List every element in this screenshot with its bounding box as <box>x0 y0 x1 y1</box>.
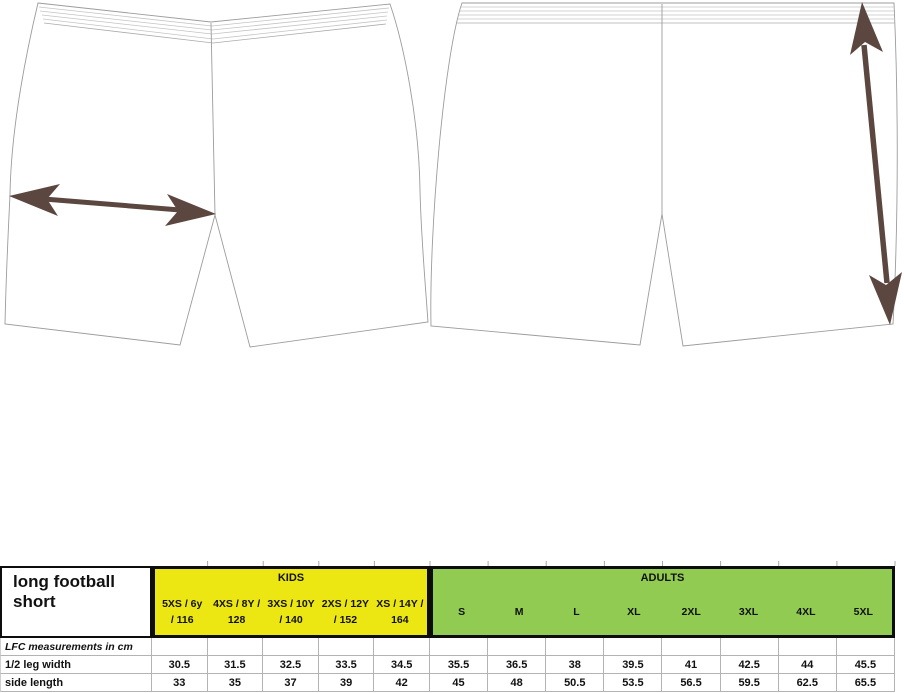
adults-size-header: 2XL <box>681 606 701 619</box>
value-cell: 42.5 <box>720 656 779 674</box>
value-cell: 36.5 <box>488 656 547 674</box>
kids-size-header: XS / 14Y / 164 <box>376 598 424 626</box>
kids-size-header: 3XS / 10Y / 140 <box>267 598 315 626</box>
row-label: LFC measurements in cm <box>0 638 152 656</box>
back-waistband-lines <box>457 6 895 24</box>
value-cell: 42 <box>374 674 430 692</box>
empty-cell <box>207 638 264 656</box>
adults-size-header: M <box>514 606 524 619</box>
empty-cell <box>152 638 208 656</box>
table-row-leg-width: 1/2 leg width 30.5 31.5 32.5 33.5 34.5 3… <box>0 656 895 674</box>
kids-size-header: 4XS / 8Y / 128 <box>213 598 261 626</box>
empty-cell <box>662 638 721 656</box>
adults-size-header: 5XL <box>853 606 873 619</box>
value-cell: 35.5 <box>429 656 489 674</box>
value-cell: 33.5 <box>318 656 375 674</box>
adults-header-band: ADULTS S M L XL 2XL 3XL 4XL 5XL <box>430 566 895 638</box>
value-cell: 38 <box>546 656 605 674</box>
size-table: long football short KIDS 5XS / 6y / 116 … <box>0 566 895 692</box>
value-cell: 44 <box>778 656 837 674</box>
empty-cell <box>429 638 489 656</box>
table-header-row: long football short KIDS 5XS / 6y / 116 … <box>0 566 895 638</box>
kids-band-label: KIDS <box>277 572 305 584</box>
value-cell: 50.5 <box>546 674 605 692</box>
empty-cell <box>263 638 319 656</box>
empty-cell <box>778 638 837 656</box>
row-label: side length <box>0 674 152 692</box>
row-label: 1/2 leg width <box>0 656 152 674</box>
table-title: long football short <box>0 566 152 638</box>
kids-header-band: KIDS 5XS / 6y / 116 4XS / 8Y / 128 3XS /… <box>152 566 430 638</box>
value-cell: 56.5 <box>662 674 721 692</box>
adults-size-headers: S M L XL 2XL 3XL 4XL 5XL <box>433 591 892 635</box>
adults-size-header: S <box>458 606 466 619</box>
value-cell: 32.5 <box>263 656 319 674</box>
empty-cell <box>374 638 430 656</box>
kids-size-headers: 5XS / 6y / 116 4XS / 8Y / 128 3XS / 10Y … <box>155 591 427 635</box>
empty-cell <box>604 638 663 656</box>
front-waistband-lines <box>38 6 390 44</box>
value-cell: 37 <box>263 674 319 692</box>
value-cell: 34.5 <box>374 656 430 674</box>
empty-cell <box>546 638 605 656</box>
value-cell: 31.5 <box>207 656 264 674</box>
adults-size-header: 4XL <box>796 606 816 619</box>
shorts-technical-drawing <box>4 2 902 566</box>
kids-size-header: 5XS / 6y / 116 <box>162 598 203 626</box>
front-shorts-outline <box>4 2 429 348</box>
value-cell: 48 <box>488 674 547 692</box>
adults-band-label: ADULTS <box>640 572 685 584</box>
value-cell: 45.5 <box>836 656 895 674</box>
value-cell: 35 <box>207 674 264 692</box>
empty-cell <box>318 638 375 656</box>
value-cell: 53.5 <box>604 674 663 692</box>
value-cell: 39 <box>318 674 375 692</box>
empty-cell <box>488 638 547 656</box>
back-shorts-outline <box>430 2 898 347</box>
leg-width-arrow-icon <box>9 184 216 226</box>
kids-size-header: 2XS / 12Y / 152 <box>321 598 370 626</box>
adults-size-header: 3XL <box>738 606 759 619</box>
gridline-stubs <box>207 561 896 566</box>
value-cell: 59.5 <box>720 674 779 692</box>
adults-size-header: XL <box>627 606 641 619</box>
adults-size-header: L <box>573 606 580 619</box>
value-cell: 30.5 <box>152 656 208 674</box>
front-center-seam <box>210 22 216 216</box>
value-cell: 39.5 <box>604 656 663 674</box>
value-cell: 62.5 <box>778 674 837 692</box>
measurements-note-row: LFC measurements in cm <box>0 638 895 656</box>
side-length-arrow-icon <box>850 2 902 325</box>
value-cell: 41 <box>662 656 721 674</box>
value-cell: 65.5 <box>836 674 895 692</box>
empty-cell <box>720 638 779 656</box>
value-cell: 33 <box>152 674 208 692</box>
table-row-side-length: side length 33 35 37 39 42 45 48 50.5 53… <box>0 674 895 692</box>
value-cell: 45 <box>429 674 489 692</box>
empty-cell <box>836 638 895 656</box>
